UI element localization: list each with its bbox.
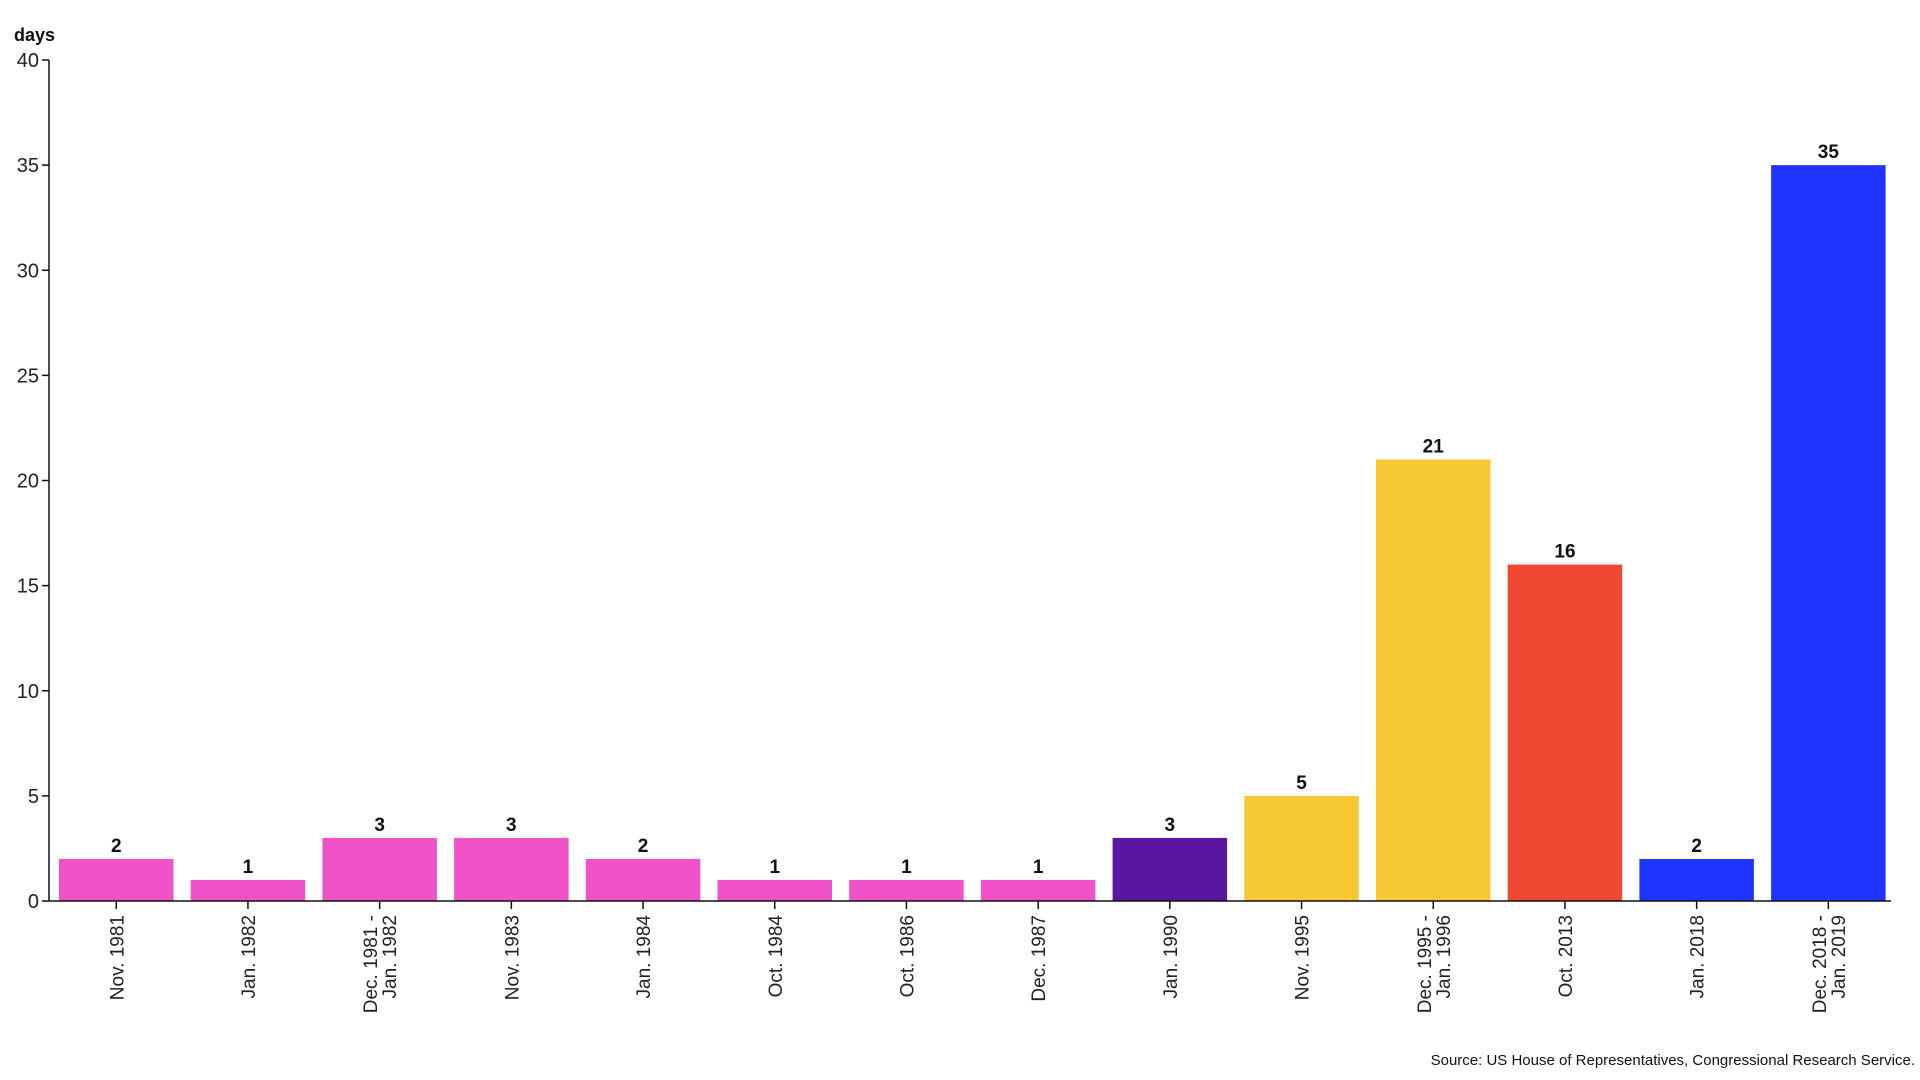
bar	[1639, 858, 1754, 901]
x-tick-label: Nov. 1995	[1293, 915, 1314, 1000]
y-tick-label: 5	[28, 786, 39, 808]
bar	[849, 879, 964, 901]
x-tick-label: Jan. 1990	[1161, 915, 1182, 998]
y-tick-label: 30	[17, 260, 39, 282]
y-tick-label: 0	[28, 891, 39, 913]
x-tick-label: Jan. 2019	[1829, 915, 1850, 998]
bar-value-label: 1	[901, 857, 912, 878]
y-tick-label: 40	[17, 50, 39, 72]
bar-value-label: 3	[506, 815, 517, 836]
x-tick-label: Oct. 1984	[766, 915, 787, 998]
bar-value-label: 1	[243, 857, 254, 878]
bar	[1376, 459, 1491, 901]
x-tick-label: Dec. 1987	[1029, 915, 1050, 1002]
bar	[717, 879, 832, 901]
x-tick-label: Oct. 1986	[897, 915, 918, 997]
bar-value-label: 2	[638, 836, 649, 857]
x-tick-label: Dec. 1995 -	[1415, 915, 1436, 1013]
x-tick-label: Oct. 2013	[1556, 915, 1577, 997]
y-tick-label: 10	[17, 681, 39, 703]
y-tick-label: 15	[17, 576, 39, 598]
x-axis: Nov. 1981 Jan. 1982 Dec. 1981 -Jan. 1982 No…	[49, 900, 1891, 1013]
bar	[585, 858, 701, 901]
x-tick-label: Nov. 1983	[502, 915, 523, 1000]
bar-value-label: 3	[1165, 815, 1176, 836]
bar	[322, 837, 437, 901]
x-tick-label: Jan. 1982	[239, 915, 260, 998]
x-tick-label: Jan. 2018	[1688, 915, 1709, 998]
source-note: Source: US House of Representatives, Con…	[1431, 1052, 1915, 1069]
bar-value-label: 16	[1554, 542, 1575, 563]
y-axis-title: days	[14, 25, 55, 45]
y-axis: 0 5 10 15 20 25 30 35 40	[17, 50, 50, 913]
bar	[190, 879, 306, 901]
bar	[1507, 564, 1623, 901]
bar	[454, 837, 569, 901]
bar-value-label: 5	[1296, 773, 1307, 794]
bar-value-label: 1	[1033, 857, 1044, 878]
bar-value-label: 2	[1691, 836, 1702, 857]
x-tick-label: Dec. 2018 -	[1810, 915, 1831, 1013]
bar	[980, 879, 1096, 901]
x-tick-label: Jan. 1996	[1434, 915, 1455, 998]
y-tick-label: 25	[17, 365, 39, 387]
bar-value-label: 1	[769, 857, 780, 878]
bar-value-label: 21	[1423, 436, 1445, 457]
x-tick-label: Jan. 1982	[380, 915, 401, 998]
bar	[59, 858, 174, 901]
bar-value-label: 2	[111, 836, 122, 857]
bar	[1771, 165, 1886, 901]
bar-value-label: 35	[1818, 142, 1840, 163]
bar	[1244, 795, 1359, 901]
y-tick-label: 35	[17, 155, 39, 177]
y-tick-label: 20	[17, 471, 39, 493]
x-tick-label: Jan. 1984	[634, 915, 655, 999]
bar-value-label: 3	[374, 815, 385, 836]
x-tick-label: Nov. 1981	[107, 915, 128, 1000]
x-tick-label: Dec. 1981 -	[361, 915, 382, 1013]
bar	[1112, 837, 1228, 901]
